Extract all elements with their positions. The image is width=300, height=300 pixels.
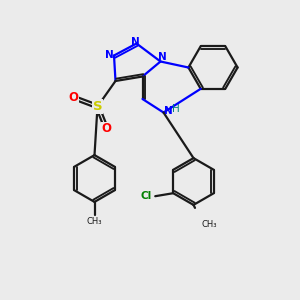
- Text: N: N: [130, 37, 140, 47]
- Text: CH₃: CH₃: [87, 217, 102, 226]
- Text: O: O: [68, 91, 79, 104]
- Text: N: N: [105, 50, 114, 61]
- Text: S: S: [93, 100, 102, 113]
- Text: Cl: Cl: [141, 191, 152, 201]
- Text: N: N: [164, 106, 172, 116]
- Text: CH₃: CH₃: [201, 220, 217, 229]
- Text: N: N: [158, 52, 166, 62]
- Text: O: O: [101, 122, 112, 136]
- Text: H: H: [172, 104, 179, 115]
